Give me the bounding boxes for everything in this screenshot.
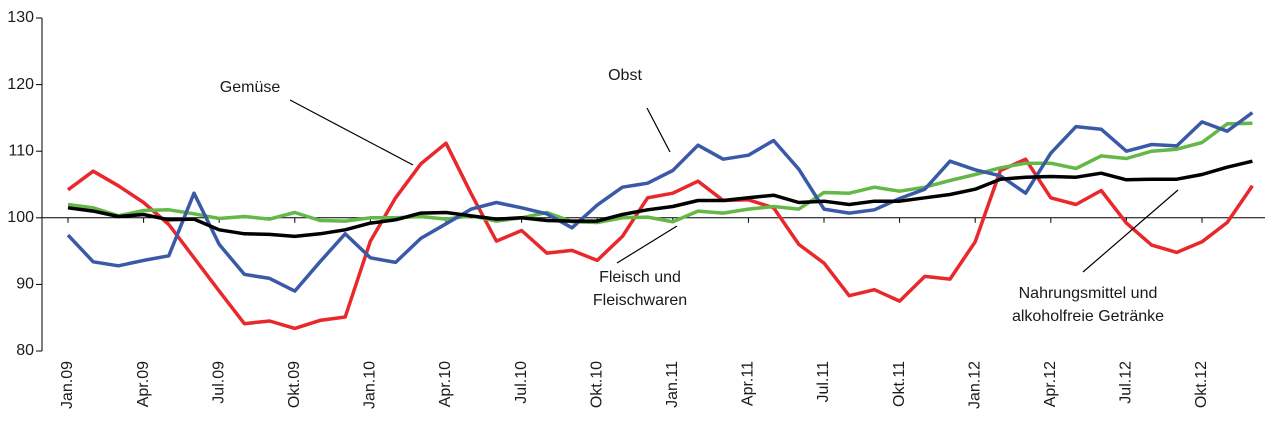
- leader-line: [616, 225, 678, 264]
- x-tick-label: Jan.11: [664, 361, 681, 408]
- series-label: Gemüse: [220, 79, 281, 96]
- x-tick-label: Jan.09: [59, 361, 76, 409]
- y-tick-label: 80: [16, 342, 34, 359]
- series-line: [67, 159, 1253, 239]
- series-line: [67, 121, 1253, 225]
- series-label: Obst: [608, 67, 642, 84]
- y-tick-label: 90: [16, 276, 34, 293]
- x-tick-label: Apr.09: [135, 361, 152, 407]
- x-tick-label: Okt.09: [286, 361, 303, 408]
- leader-line: [646, 107, 671, 153]
- series-line: [66, 111, 1254, 293]
- x-tick-label: Apr.12: [1042, 361, 1059, 407]
- x-tick-label: Jan.12: [966, 361, 983, 409]
- leader-line: [1082, 189, 1179, 273]
- series-label: Nahrungsmittel und: [1019, 285, 1158, 302]
- leader-line: [289, 99, 414, 166]
- x-tick-label: Jul.09: [210, 361, 227, 404]
- y-tick-label: 120: [7, 76, 34, 93]
- x-tick-label: Jul.11: [815, 361, 832, 403]
- series-label: Fleischwaren: [593, 292, 687, 309]
- y-tick-label: 130: [7, 9, 34, 26]
- y-tick-label: 100: [7, 209, 34, 226]
- x-tick-label: Apr.10: [437, 361, 454, 407]
- x-tick-label: Jan.10: [362, 361, 379, 409]
- x-tick-label: Okt.11: [891, 361, 908, 407]
- x-tick-label: Okt.12: [1193, 361, 1210, 408]
- series-label: Fleisch und: [599, 269, 681, 286]
- x-tick-label: Jul.10: [513, 361, 530, 404]
- series-line: [66, 141, 1254, 331]
- x-tick-label: Apr.11: [740, 361, 757, 406]
- series-label: alkoholfreie Getränke: [1012, 308, 1164, 325]
- y-tick-label: 110: [8, 142, 34, 159]
- x-tick-label: Jul.12: [1118, 361, 1135, 404]
- x-tick-label: Okt.10: [588, 361, 605, 408]
